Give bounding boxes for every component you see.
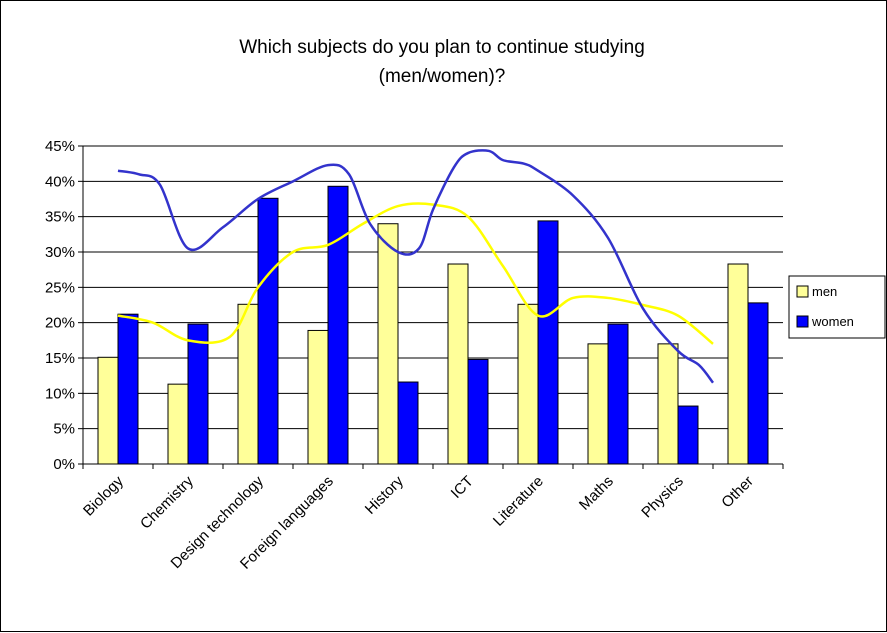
- chart-subtitle: (men/women)?: [379, 66, 506, 87]
- axes: [78, 145, 784, 469]
- bar-women-8: [677, 405, 699, 465]
- bar-men-3: [307, 329, 329, 465]
- y-tick-label-5: 25%: [45, 279, 75, 296]
- x-tick-label-8: Physics: [638, 473, 687, 522]
- bar-women-7: [607, 323, 629, 465]
- trend-line-women: [117, 149, 714, 384]
- bar-men-9: [727, 263, 749, 465]
- legend-swatch-women: [796, 315, 809, 328]
- y-tick-label-1: 5%: [53, 421, 75, 438]
- bar-women-4: [397, 381, 419, 465]
- y-tick-label-8: 40%: [45, 173, 75, 190]
- bar-women-2: [257, 197, 279, 465]
- legend: men women: [788, 275, 886, 339]
- legend-label-women: women: [811, 314, 854, 329]
- bar-men-0: [97, 356, 119, 465]
- bar-men-1: [167, 383, 189, 465]
- y-tick-label-7: 35%: [45, 209, 75, 226]
- chart-title: Which subjects do you plan to continue s…: [239, 37, 645, 58]
- bar-men-5: [447, 263, 469, 465]
- bar-men-6: [517, 303, 539, 465]
- bar-women-9: [747, 302, 769, 465]
- bar-men-7: [587, 343, 609, 465]
- bars: [97, 185, 769, 465]
- y-tick-label-3: 15%: [45, 350, 75, 367]
- bar-women-3: [327, 185, 349, 465]
- bar-women-6: [537, 220, 559, 465]
- bar-men-8: [657, 343, 679, 465]
- y-tick-label-4: 20%: [45, 315, 75, 332]
- x-tick-label-4: History: [362, 472, 407, 517]
- x-tick-label-0: Biology: [80, 472, 127, 519]
- legend-label-men: men: [812, 284, 837, 299]
- y-tick-label-9: 45%: [45, 138, 75, 155]
- trend-lines: [117, 149, 714, 384]
- x-tick-label-6: Literature: [490, 473, 547, 530]
- x-tick-label-1: Chemistry: [137, 472, 197, 532]
- x-tick-label-5: ICT: [448, 473, 477, 502]
- x-tick-label-9: Other: [718, 473, 757, 512]
- x-tick-label-7: Maths: [576, 473, 617, 514]
- y-tick-labels: 0% 5% 10% 15% 20% 25% 30% 35% 40% 45%: [45, 138, 75, 473]
- legend-swatch-men: [796, 285, 809, 298]
- bar-women-0: [117, 313, 139, 465]
- y-tick-label-6: 30%: [45, 244, 75, 261]
- bar-women-5: [467, 358, 489, 465]
- bar-men-2: [237, 303, 259, 465]
- trend-line-men: [117, 202, 714, 345]
- y-tick-label-2: 10%: [45, 385, 75, 402]
- y-tick-label-0: 0%: [53, 456, 75, 473]
- bar-women-1: [187, 323, 209, 465]
- bar-men-4: [377, 223, 399, 465]
